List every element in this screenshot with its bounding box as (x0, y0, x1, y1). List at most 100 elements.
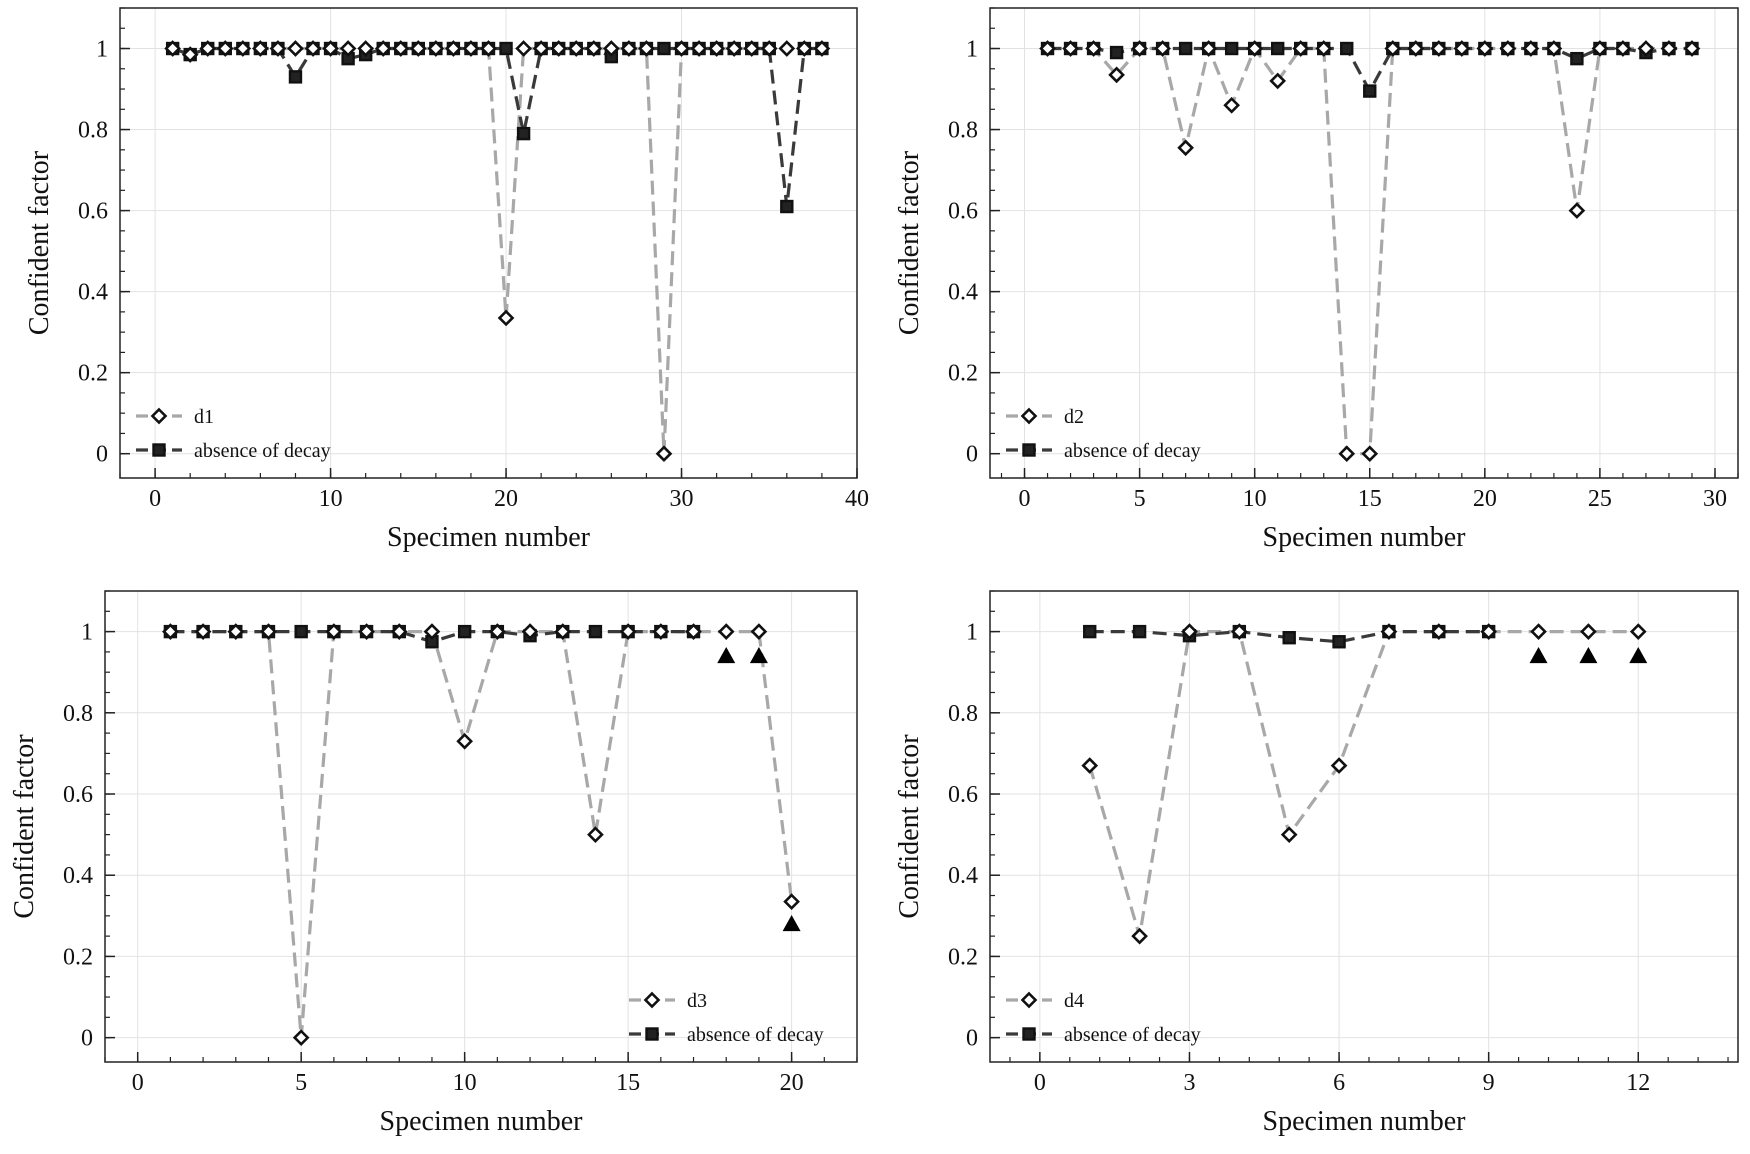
data-point-square (1109, 45, 1124, 60)
data-point-diamond (497, 309, 515, 327)
data-point-square (1132, 624, 1147, 639)
data-point-diamond (1430, 623, 1448, 640)
data-point-square (1083, 624, 1097, 639)
y-tick-label: 0.4 (78, 280, 108, 306)
x-tick-label: 0 (1034, 1070, 1046, 1096)
data-point-diamond (554, 623, 572, 640)
y-tick-label: 0.4 (948, 280, 978, 306)
data-point-diamond (445, 40, 462, 57)
data-point-diamond (162, 623, 179, 640)
data-point-diamond (292, 1029, 310, 1046)
data-point-diamond (585, 40, 603, 57)
data-point-diamond (1660, 40, 1678, 57)
data-point-diamond (390, 623, 408, 640)
data-point-diamond (1269, 72, 1287, 90)
data-point-square (1363, 84, 1377, 98)
y-tick-label: 1 (96, 37, 108, 63)
legend-marker (152, 443, 166, 457)
y-axis-title: Confident factor (894, 150, 925, 335)
data-point-diamond (1580, 623, 1597, 640)
y-tick-label: 0 (966, 1026, 978, 1052)
data-point-diamond (1530, 623, 1547, 640)
legend-label: d1 (194, 406, 214, 428)
data-point-square (1282, 630, 1296, 645)
data-point-diamond (619, 623, 637, 640)
y-tick-label: 0.8 (78, 118, 108, 144)
plot-frame (989, 590, 1739, 1063)
data-point-diamond (690, 40, 708, 57)
data-point-diamond (1039, 40, 1056, 57)
data-point-diamond (392, 40, 410, 57)
data-point-diamond (194, 623, 212, 640)
triangle-marker (1579, 646, 1598, 664)
x-tick-label: 5 (1134, 486, 1146, 512)
data-point-diamond (1338, 445, 1356, 463)
data-point-diamond (778, 40, 796, 57)
legend-label: absence of decay (194, 440, 331, 462)
data-point-diamond (1476, 40, 1494, 57)
data-point-square (780, 199, 794, 214)
data-point-diamond (374, 40, 392, 57)
data-point-diamond (358, 623, 375, 640)
legend-marker (643, 991, 661, 1009)
data-point-diamond (181, 46, 199, 63)
data-point-diamond (164, 40, 181, 57)
data-point-diamond (1629, 623, 1647, 640)
x-axis-title: Specimen number (387, 522, 591, 553)
x-axis-title: Specimen number (1263, 522, 1467, 553)
data-point-diamond (725, 40, 743, 57)
x-tick-label: 10 (319, 486, 343, 512)
data-point-diamond (480, 40, 497, 57)
data-point-diamond (783, 893, 800, 910)
data-point-diamond (1614, 40, 1632, 57)
data-point-square (294, 624, 308, 639)
data-point-diamond (1081, 757, 1099, 774)
data-point-square (516, 126, 531, 141)
data-point-square (1224, 41, 1239, 56)
data-point-diamond (655, 445, 673, 463)
data-point-diamond (1361, 445, 1379, 463)
triangle-marker (1629, 646, 1648, 664)
data-point-diamond (1108, 66, 1125, 84)
data-point-square (1178, 41, 1193, 56)
data-point-diamond (652, 623, 670, 640)
data-point-diamond (638, 40, 655, 57)
x-tick-label: 5 (295, 1070, 307, 1096)
x-tick-label: 6 (1333, 1070, 1345, 1096)
data-point-square (1332, 635, 1346, 649)
x-axis-title: Specimen number (1263, 1106, 1467, 1137)
legend-label: d4 (1064, 990, 1084, 1012)
y-tick-label: 0 (96, 442, 108, 468)
data-point-diamond (587, 826, 604, 843)
data-point-diamond (708, 40, 725, 57)
legend: d1 absence of decay (136, 406, 331, 462)
data-point-diamond (1480, 623, 1498, 640)
x-tick-label: 15 (1358, 486, 1382, 512)
x-tick-label: 30 (670, 486, 694, 512)
legend-label: absence of decay (1064, 1024, 1201, 1046)
legend-marker (150, 407, 168, 425)
plot-frame (104, 590, 858, 1063)
data-point-diamond (796, 40, 813, 57)
panel-1: 0 10 20 30 40 0 0.2 0.4 0.6 0.8 1 Specimen number Co… (24, 7, 869, 553)
y-tick-label: 0.2 (948, 944, 978, 970)
data-point-diamond (620, 40, 638, 57)
data-point-diamond (717, 623, 735, 640)
x-tick-label: 0 (149, 486, 161, 512)
data-point-diamond (260, 623, 277, 640)
data-point-diamond (1499, 40, 1517, 57)
data-point-diamond (234, 40, 252, 57)
panel-4: 0 3 6 9 12 0 0.2 0.4 0.6 0.8 1 Specimen number Confi… (894, 590, 1739, 1137)
data-point-diamond (673, 40, 690, 57)
data-point-diamond (1568, 202, 1586, 219)
data-point-square (288, 70, 303, 84)
x-tick-label: 20 (494, 486, 518, 512)
data-point-diamond (602, 40, 620, 57)
data-point-diamond (1430, 40, 1448, 57)
data-point-diamond (1683, 40, 1701, 57)
data-point-square (657, 41, 671, 56)
legend-marker (645, 1027, 659, 1041)
legend-marker (1022, 1027, 1036, 1041)
data-point-diamond (409, 40, 427, 57)
data-point-diamond (1407, 40, 1425, 57)
